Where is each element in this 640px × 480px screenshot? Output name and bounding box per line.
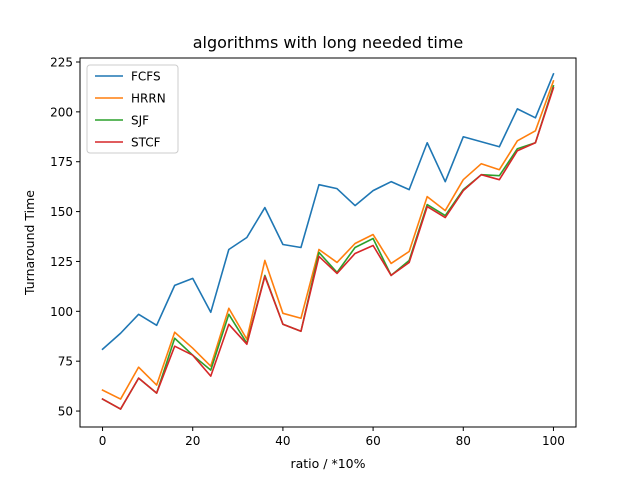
series-line-hrrn <box>101 79 555 400</box>
y-tick-label: 100 <box>50 305 73 319</box>
x-tick-label: 20 <box>185 434 200 448</box>
legend-box <box>86 64 179 154</box>
plot-frame <box>79 57 577 428</box>
y-axis-ticks: 50 75 100 125 150 175 200 225 <box>50 55 80 419</box>
y-tick-label: 175 <box>50 155 73 169</box>
legend-label: SJF <box>131 114 149 128</box>
x-axis-ticks: 0 20 40 60 80 100 <box>99 427 565 448</box>
legend: FCFS HRRN SJF STCF <box>86 64 179 154</box>
legend-label: FCFS <box>131 70 161 84</box>
series-line-fcfs <box>101 72 555 351</box>
legend-label: STCF <box>131 136 161 150</box>
x-tick-label: 80 <box>456 434 471 448</box>
y-tick-label: 225 <box>50 55 73 69</box>
y-tick-label: 50 <box>58 405 73 419</box>
y-tick-label: 75 <box>58 355 73 369</box>
chart-title: algorithms with long needed time <box>193 33 464 52</box>
x-tick-label: 40 <box>275 434 290 448</box>
x-axis-label: ratio / *10% <box>290 456 365 471</box>
x-tick-label: 60 <box>365 434 380 448</box>
y-tick-label: 200 <box>50 105 73 119</box>
y-tick-label: 125 <box>50 255 73 269</box>
x-tick-label: 100 <box>542 434 565 448</box>
series-line-stcf <box>101 86 555 410</box>
series-layer <box>101 72 555 410</box>
y-axis-label: Turnaround Time <box>22 190 37 296</box>
legend-label: HRRN <box>131 92 166 106</box>
x-tick-label: 0 <box>99 434 107 448</box>
y-tick-label: 150 <box>50 205 73 219</box>
